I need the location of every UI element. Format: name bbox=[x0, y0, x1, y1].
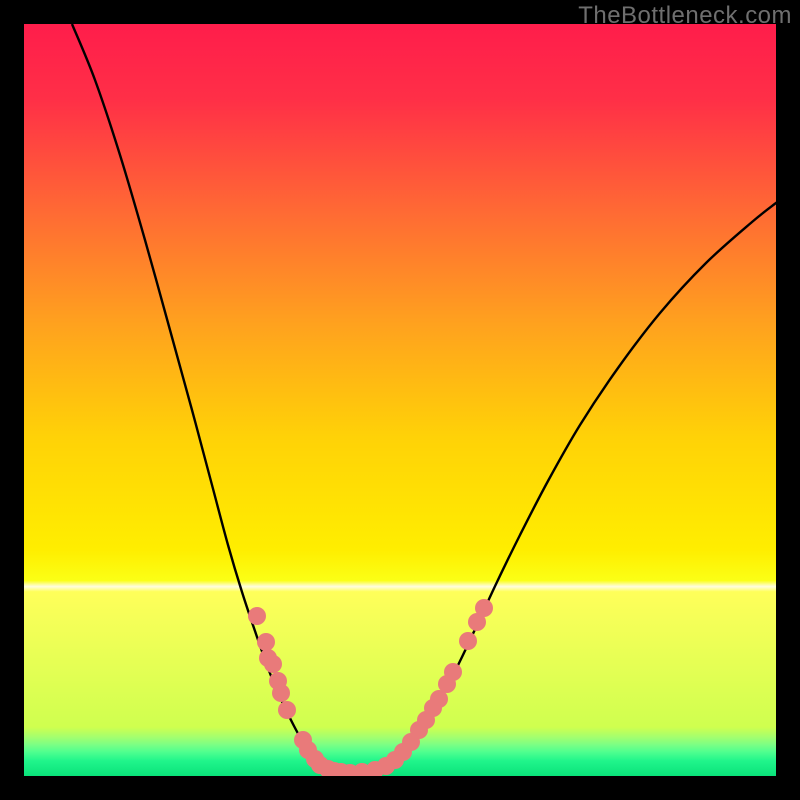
watermark-text: TheBottleneck.com bbox=[578, 2, 792, 30]
curve-marker bbox=[248, 607, 266, 625]
gradient-background bbox=[24, 24, 776, 776]
curve-marker bbox=[278, 701, 296, 719]
curve-marker bbox=[272, 684, 290, 702]
bottleneck-chart bbox=[0, 0, 800, 800]
curve-marker bbox=[475, 599, 493, 617]
curve-marker bbox=[459, 632, 477, 650]
curve-marker bbox=[257, 633, 275, 651]
chart-container: TheBottleneck.com bbox=[0, 0, 800, 800]
curve-marker bbox=[264, 655, 282, 673]
curve-marker bbox=[444, 663, 462, 681]
